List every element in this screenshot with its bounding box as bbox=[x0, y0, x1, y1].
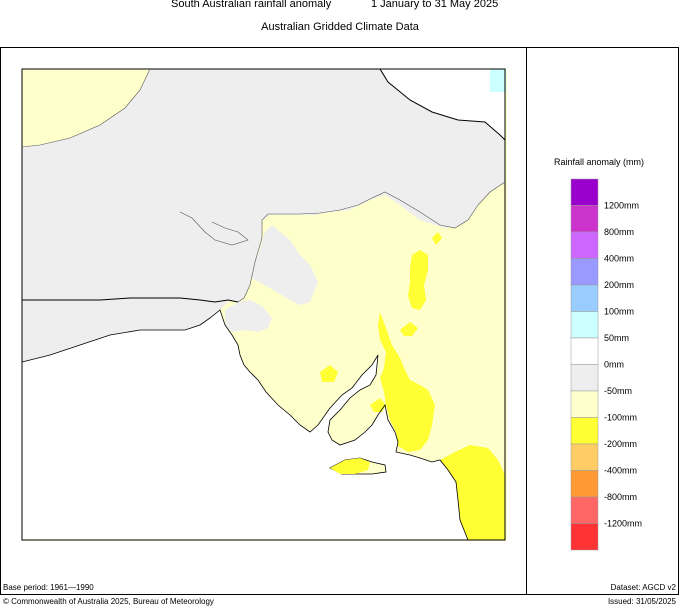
legend-label: -50mm bbox=[604, 386, 632, 396]
legend-divider bbox=[526, 47, 527, 595]
legend-swatch bbox=[570, 390, 599, 418]
region-below-50mm-main bbox=[22, 69, 505, 302]
region-below-200mm-flinders bbox=[408, 250, 428, 310]
state-boundary-northeast bbox=[379, 68, 506, 141]
legend-swatch bbox=[570, 205, 599, 233]
region-below-200mm-flinders-north bbox=[432, 232, 442, 245]
legend-swatch bbox=[570, 364, 599, 392]
legend-label: 400mm bbox=[604, 254, 634, 264]
legend-label: -200mm bbox=[604, 439, 637, 449]
legend-swatch bbox=[570, 417, 599, 445]
legend-swatch bbox=[570, 231, 599, 259]
copyright: © Commonwealth of Australia 2025, Bureau… bbox=[3, 597, 214, 606]
title-bar: South Australian rainfall anomaly 1 Janu… bbox=[0, 0, 680, 14]
lake-outline bbox=[179, 211, 249, 246]
legend-swatch bbox=[570, 496, 599, 524]
map-period: 1 January to 31 May 2025 bbox=[371, 0, 499, 10]
sa-state-border bbox=[21, 68, 506, 541]
legend-title: Rainfall anomaly (mm) bbox=[554, 157, 645, 167]
region-below-200mm-blob bbox=[400, 322, 418, 336]
legend-swatch bbox=[570, 178, 599, 206]
region-below-200mm-ki bbox=[330, 458, 370, 474]
legend-label: -1200mm bbox=[604, 519, 642, 529]
legend-swatch bbox=[570, 258, 599, 286]
region-boundary-grey bbox=[237, 181, 506, 303]
coastline bbox=[21, 309, 469, 541]
region-below-50mm-eyre bbox=[225, 300, 272, 332]
region-below-200mm-central bbox=[378, 312, 435, 452]
region-below-200mm-eyre-blob bbox=[320, 365, 338, 382]
map-title: South Australian rainfall anomaly bbox=[171, 0, 332, 10]
legend-swatch bbox=[570, 523, 599, 551]
region-below-100mm-north bbox=[22, 69, 150, 147]
region-below-200mm-yorke bbox=[370, 398, 386, 412]
issued-date: Issued: 31/05/2025 bbox=[607, 597, 676, 606]
legend-swatch bbox=[570, 311, 599, 339]
ocean bbox=[22, 310, 468, 540]
legend-swatch bbox=[570, 337, 599, 365]
legend-swatch bbox=[570, 443, 599, 471]
region-below-200mm-southeast bbox=[440, 445, 505, 540]
map-subtitle: Australian Gridded Climate Data bbox=[261, 21, 419, 33]
base-period: Base period: 1961—1990 bbox=[3, 583, 94, 592]
legend-label: -800mm bbox=[604, 492, 637, 502]
map-frame bbox=[0, 47, 679, 595]
legend-label: 0mm bbox=[604, 360, 624, 370]
legend-label: 800mm bbox=[604, 227, 634, 237]
dataset-label: Dataset: AGCD v2 bbox=[610, 583, 676, 592]
region-outside-sa bbox=[380, 69, 505, 140]
legend-label: 1200mm bbox=[604, 201, 639, 211]
legend-swatch bbox=[570, 284, 599, 312]
legend-label: -100mm bbox=[604, 413, 637, 423]
legend-label: 50mm bbox=[604, 333, 629, 343]
region-above-50mm bbox=[490, 69, 506, 92]
region-boundary-north bbox=[21, 68, 151, 148]
legend-label: -400mm bbox=[604, 466, 637, 476]
legend-label: 200mm bbox=[604, 280, 634, 290]
legend-swatch bbox=[570, 470, 599, 498]
legend-label: 100mm bbox=[604, 307, 634, 317]
